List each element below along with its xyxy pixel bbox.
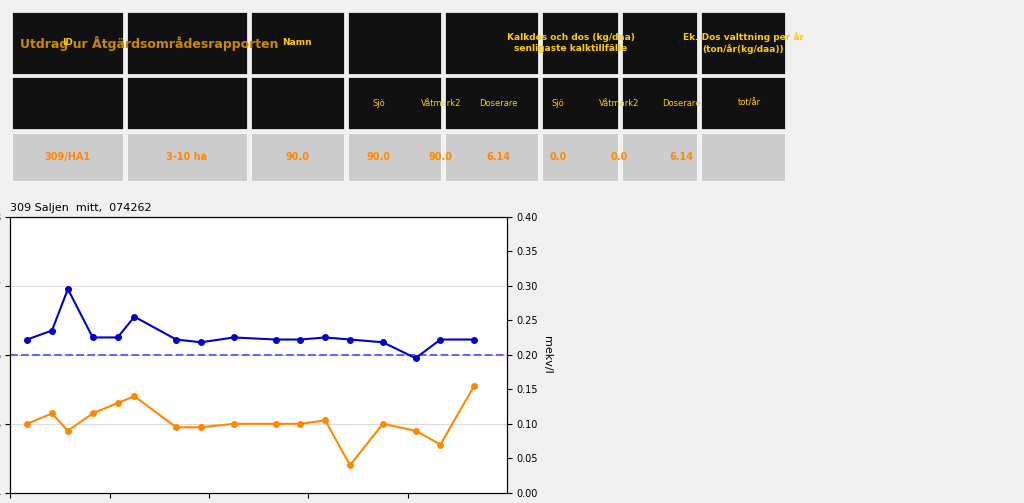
FancyBboxPatch shape	[12, 133, 123, 181]
Text: Våtmark2: Våtmark2	[599, 99, 640, 108]
Text: tot/år: tot/år	[738, 99, 762, 108]
Text: 0.0: 0.0	[549, 152, 566, 162]
FancyBboxPatch shape	[348, 133, 441, 181]
Text: 3-10 ha: 3-10 ha	[166, 152, 208, 162]
Text: 6.14: 6.14	[486, 152, 510, 162]
Text: 90.0: 90.0	[429, 152, 453, 162]
FancyBboxPatch shape	[701, 77, 785, 129]
Text: Ek. Dos valttning per år
(ton/år(kg/daa)): Ek. Dos valttning per år (ton/år(kg/daa)…	[683, 32, 804, 54]
Text: 309 Saljen  mitt,  074262: 309 Saljen mitt, 074262	[10, 203, 152, 213]
Text: 90.0: 90.0	[367, 152, 391, 162]
FancyBboxPatch shape	[12, 12, 123, 74]
FancyBboxPatch shape	[622, 12, 697, 74]
Y-axis label: mekv/l: mekv/l	[543, 336, 552, 374]
FancyBboxPatch shape	[622, 77, 697, 129]
Text: Våtmark2: Våtmark2	[421, 99, 461, 108]
Text: Kalkdos och dos (kg/daa)
senligaste kalktillfälle: Kalkdos och dos (kg/daa) senligaste kalk…	[507, 33, 635, 53]
Text: Sjö: Sjö	[373, 99, 385, 108]
Text: Utdrag ur Åtgärdsområdesrapporten: Utdrag ur Åtgärdsområdesrapporten	[20, 36, 279, 51]
Text: Doserare: Doserare	[479, 99, 517, 108]
Text: 90.0: 90.0	[286, 152, 309, 162]
Text: 6.14: 6.14	[670, 152, 693, 162]
FancyBboxPatch shape	[127, 77, 247, 129]
FancyBboxPatch shape	[542, 77, 617, 129]
Text: 0.0: 0.0	[611, 152, 628, 162]
Text: Sjö: Sjö	[551, 99, 564, 108]
FancyBboxPatch shape	[445, 133, 538, 181]
FancyBboxPatch shape	[348, 12, 441, 74]
FancyBboxPatch shape	[622, 133, 697, 181]
Text: ID: ID	[62, 38, 73, 47]
FancyBboxPatch shape	[127, 133, 247, 181]
Text: Namn: Namn	[283, 38, 312, 47]
FancyBboxPatch shape	[251, 77, 344, 129]
FancyBboxPatch shape	[542, 12, 617, 74]
FancyBboxPatch shape	[701, 133, 785, 181]
FancyBboxPatch shape	[12, 77, 123, 129]
FancyBboxPatch shape	[251, 12, 344, 74]
FancyBboxPatch shape	[445, 12, 538, 74]
FancyBboxPatch shape	[701, 12, 785, 74]
FancyBboxPatch shape	[251, 133, 344, 181]
Text: Doserare: Doserare	[663, 99, 700, 108]
Text: 309/HA1: 309/HA1	[45, 152, 91, 162]
FancyBboxPatch shape	[127, 12, 247, 74]
FancyBboxPatch shape	[348, 77, 441, 129]
FancyBboxPatch shape	[445, 77, 538, 129]
FancyBboxPatch shape	[542, 133, 617, 181]
